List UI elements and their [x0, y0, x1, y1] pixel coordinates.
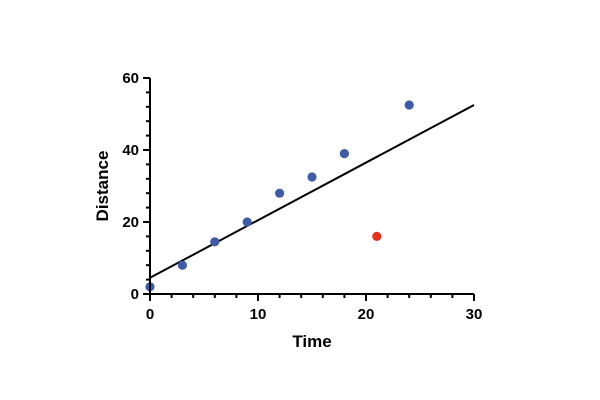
y-tick-label: 60 — [122, 70, 139, 87]
x-axis-title: Time — [292, 332, 331, 351]
x-tick-label: 10 — [250, 306, 267, 323]
y-axis-title: Distance — [93, 151, 112, 222]
y-tick-label: 20 — [122, 214, 139, 231]
data-point — [242, 217, 252, 227]
data-point — [177, 260, 187, 270]
y-axis-ticks: 0 20 40 60 — [122, 70, 150, 303]
y-tick-label: 0 — [131, 286, 139, 303]
fit-line-layer — [149, 104, 475, 279]
x-tick-label: 30 — [466, 306, 483, 323]
data-point — [339, 149, 349, 159]
x-axis-ticks: 0 10 20 30 — [146, 294, 483, 323]
x-tick-label: 0 — [146, 306, 154, 323]
axes-layer: 0 10 20 30 0 20 40 60 — [122, 70, 482, 323]
y-tick-label: 40 — [122, 142, 139, 159]
data-point — [210, 237, 220, 247]
data-point — [275, 188, 285, 198]
outlier-point — [372, 231, 382, 241]
points-layer — [145, 100, 414, 292]
x-tick-label: 20 — [358, 306, 375, 323]
regression-line — [149, 104, 475, 279]
data-point — [307, 172, 317, 182]
data-point — [404, 100, 414, 110]
